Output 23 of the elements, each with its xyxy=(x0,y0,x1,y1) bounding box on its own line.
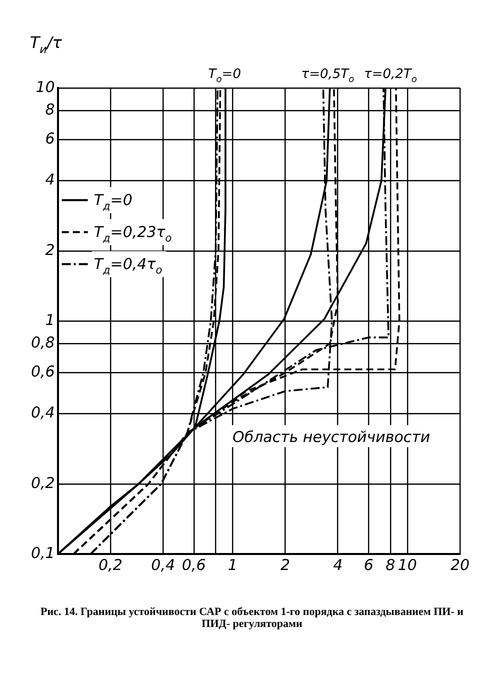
y-tick-label: 2 xyxy=(45,240,55,259)
x-tick-label: 0,4 xyxy=(151,556,176,574)
x-tick-label: 2 xyxy=(280,556,290,574)
x-tick-label: 8 xyxy=(386,556,396,574)
text: Рис. 14. Границы устойчивости САР с объектом 1-го порядка с запаздыванием ПИ- и ПИД- регуляторами xyxy=(40,606,464,630)
y-tick-label: 0,6 xyxy=(30,362,55,381)
x-tick-label: 20 xyxy=(450,556,470,574)
y-tick-label: 0,8 xyxy=(30,333,55,352)
y-tick-label: 6 xyxy=(45,130,55,148)
y-tick-label: 0,4 xyxy=(30,404,55,422)
x-tick-label: 0,2 xyxy=(98,556,122,574)
y-tick-label: 0,1 xyxy=(30,544,55,562)
y-tick-label: 4 xyxy=(45,170,55,189)
x-tick-label: 4 xyxy=(333,556,343,574)
y-tick-label: 8 xyxy=(45,100,55,118)
y-tick-label: 1 xyxy=(45,310,55,329)
x-tick-label: 1 xyxy=(228,556,238,574)
y-tick-label: 0,2 xyxy=(30,474,55,492)
x-tick-label: 0,6 xyxy=(182,556,206,574)
y-tick-label: 10 xyxy=(36,78,55,96)
x-tick-label: 10 xyxy=(398,556,417,574)
annotation: Область неустойчивости xyxy=(232,428,430,446)
x-tick-label: 6 xyxy=(364,556,374,574)
